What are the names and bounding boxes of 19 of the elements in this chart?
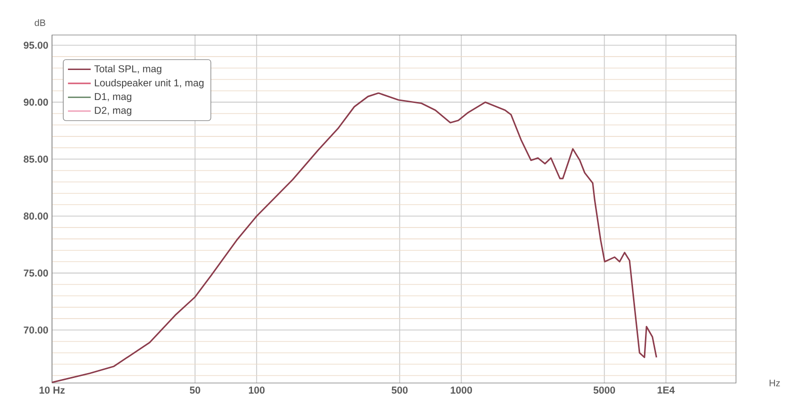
y-axis-title: dB [34,19,46,26]
legend-label: Total SPL, mag [94,64,162,74]
y-tick-label: 95.00 [24,42,48,49]
y-tick-label: 80.00 [24,212,48,220]
x-axis-title: Hz [770,380,780,386]
x-tick-label: 10 Hz [40,386,65,394]
x-tick-label: 5000 [594,386,616,394]
legend-label: D2, mag [94,106,132,116]
y-tick-label: 90.00 [24,98,48,106]
x-tick-label: 1000 [450,386,472,394]
x-tick-label: 500 [392,386,408,394]
legend-label: D1, mag [94,93,132,102]
legend-label: Loudspeaker unit 1, mag [94,79,204,88]
y-tick-label: 70.00 [24,326,48,334]
x-tick-label: 1E4 [658,386,675,394]
y-tick-label: 75.00 [24,270,48,277]
x-tick-label: 100 [248,386,265,394]
x-tick-label: 50 [190,386,200,394]
y-tick-label: 85.00 [24,156,48,163]
